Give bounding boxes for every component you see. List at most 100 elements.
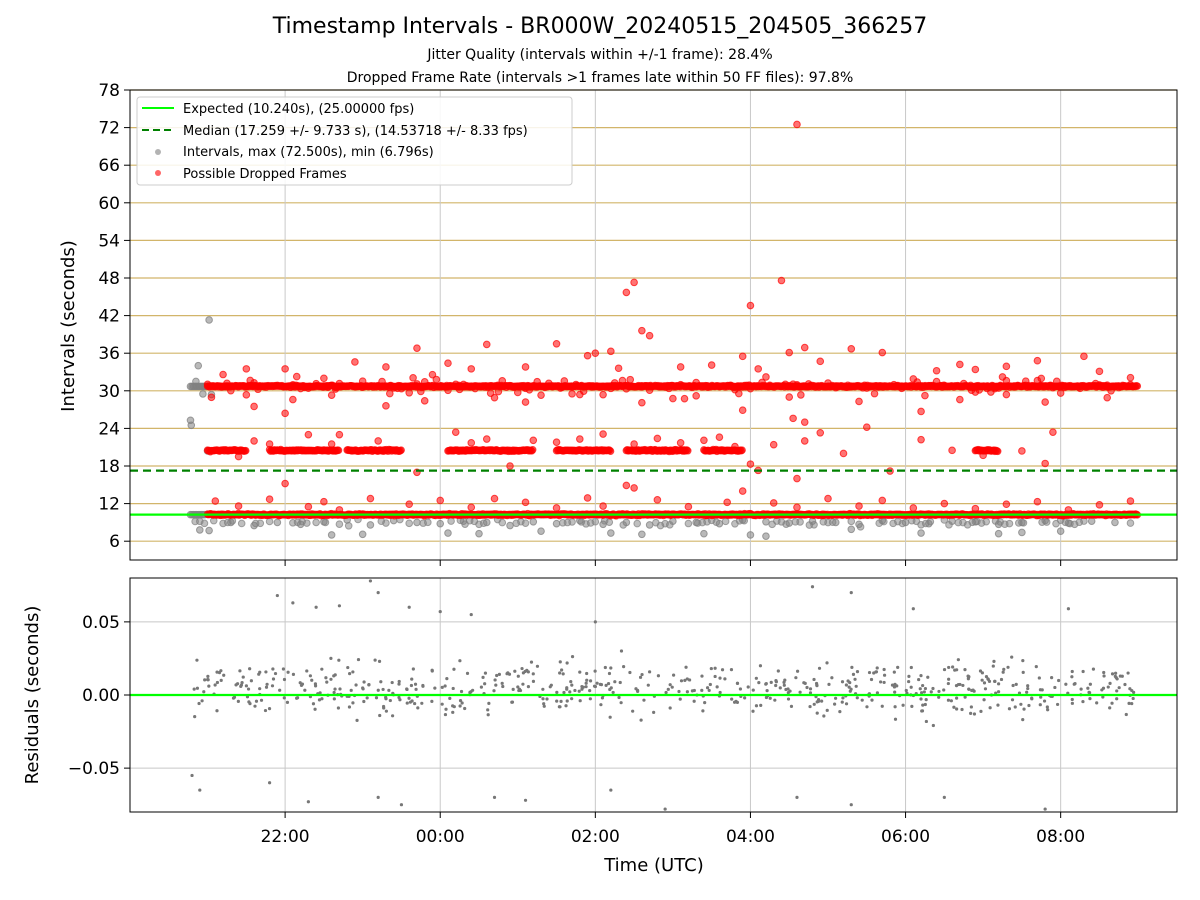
dropped-frame-point <box>878 348 887 357</box>
dropped-frame-point <box>265 495 274 504</box>
residual-point <box>337 604 341 608</box>
residual-point <box>376 591 380 595</box>
residual-point <box>580 684 584 689</box>
residual-point <box>600 696 605 700</box>
residual-point <box>720 668 725 672</box>
interval-point <box>782 520 790 528</box>
residual-point <box>349 688 353 692</box>
residual-point <box>648 670 652 674</box>
residual-point <box>816 697 821 702</box>
dropped-frame-point <box>219 370 227 379</box>
dropped-frame-point <box>320 497 328 506</box>
residual-point <box>608 715 612 719</box>
residual-point <box>1022 707 1026 711</box>
residual-point <box>258 687 262 691</box>
dropped-frame-point <box>993 447 1002 456</box>
residual-point <box>646 683 650 687</box>
residual-point <box>523 798 528 802</box>
residual-point <box>286 670 290 674</box>
residual-point <box>709 666 713 671</box>
residual-point <box>617 695 621 700</box>
residual-point <box>607 671 612 676</box>
dropped-frame-point <box>576 435 584 443</box>
residual-point <box>222 673 226 677</box>
residual-point <box>920 691 924 695</box>
residual-point <box>892 670 896 674</box>
interval-point <box>880 517 888 526</box>
dropped-frame-point <box>614 364 623 373</box>
residual-point <box>820 699 824 703</box>
dropped-frame-point <box>746 460 755 468</box>
interval-point <box>273 518 282 527</box>
residual-point <box>1026 686 1030 691</box>
residual-point <box>982 698 986 702</box>
residual-point <box>798 690 802 694</box>
residual-point <box>983 687 988 691</box>
residual-point <box>1070 675 1074 679</box>
dropped-frame-point <box>490 494 499 503</box>
residual-point <box>351 670 355 674</box>
dropped-frame-point <box>769 499 778 507</box>
residual-point <box>855 696 859 700</box>
interval-point <box>344 521 353 530</box>
residual-point <box>324 676 328 680</box>
residual-point <box>381 704 386 709</box>
dropped-frame-point <box>665 384 673 393</box>
dropped-frame-point <box>599 390 607 399</box>
dropped-frame-point <box>777 276 786 285</box>
dropped-frame-point <box>436 496 445 505</box>
dropped-frame-point <box>289 395 297 404</box>
residual-point <box>516 674 520 678</box>
interval-point <box>405 519 414 528</box>
dropped-frame-point <box>607 347 615 356</box>
interval-point <box>1126 519 1135 527</box>
residual-point <box>451 710 455 714</box>
interval-point <box>187 421 196 430</box>
dropped-frame-point <box>862 423 871 431</box>
residual-point <box>560 668 564 672</box>
residual-point <box>409 683 414 688</box>
dropped-frame-point <box>1118 381 1127 390</box>
residual-point <box>997 682 1001 686</box>
residual-point <box>585 678 589 682</box>
residual-point <box>1006 665 1010 669</box>
residual-point <box>445 677 449 681</box>
residual-point <box>239 683 244 687</box>
residual-point <box>708 682 712 687</box>
residual-point <box>735 681 740 685</box>
residual-point <box>494 683 498 687</box>
residual-point <box>390 680 394 685</box>
residual-point <box>794 676 798 680</box>
dropped-frame-point <box>1076 384 1084 393</box>
residual-point <box>966 677 970 681</box>
residual-point <box>904 688 908 693</box>
residual-point <box>729 668 734 672</box>
residual-point <box>955 668 959 672</box>
residual-point <box>1001 670 1005 674</box>
residual-point <box>451 686 455 691</box>
residual-point <box>452 667 456 671</box>
residual-point <box>592 684 597 688</box>
dropped-frame-point <box>653 496 662 504</box>
residual-point <box>271 667 275 671</box>
residual-point <box>430 669 434 673</box>
residual-point <box>718 676 722 680</box>
dropped-frame-point <box>482 435 491 443</box>
residual-point <box>1117 686 1121 690</box>
dropped-frame-point <box>420 378 429 386</box>
residual-point <box>840 700 844 704</box>
residual-point <box>311 702 316 706</box>
dropped-frame-point <box>816 357 825 366</box>
dropped-frame-point <box>444 386 452 395</box>
interval-point <box>1056 527 1065 535</box>
residual-point <box>1088 691 1092 695</box>
bottom-panel-axes: −0.05 0.00 0.05 22:00 00:00 02:00 04:00 06:00 08… <box>68 577 1178 847</box>
dropped-frame-point <box>234 502 243 510</box>
dropped-frame-point <box>626 375 635 384</box>
residual-point <box>497 672 502 676</box>
residual-point <box>523 669 527 674</box>
residual-point <box>458 659 462 663</box>
residual-point <box>969 705 973 709</box>
residual-point <box>565 699 569 703</box>
residual-point <box>468 690 472 695</box>
